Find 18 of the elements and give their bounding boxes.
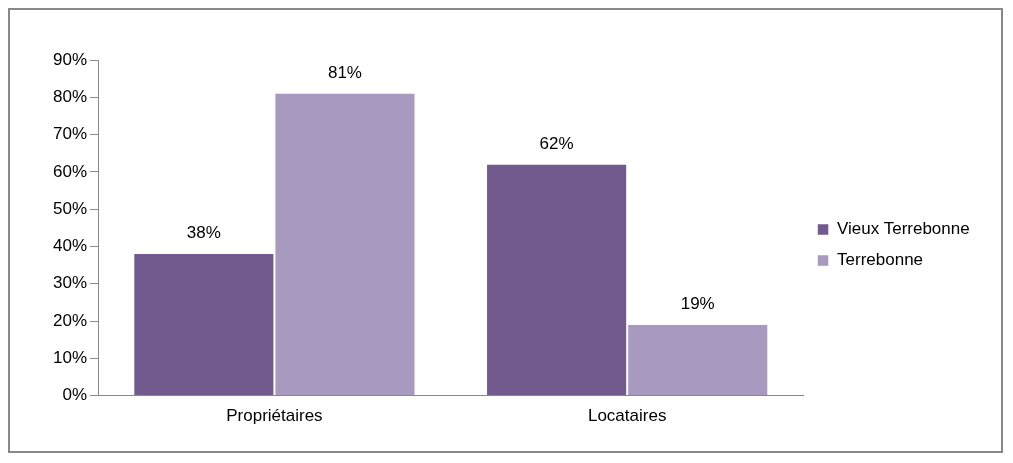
- y-tick-label: 20%: [52, 310, 88, 330]
- y-tick-label: 40%: [52, 236, 88, 256]
- y-tick-label: 60%: [52, 161, 88, 181]
- y-tick-label: 0%: [62, 385, 88, 405]
- y-tick-label: 80%: [52, 86, 88, 106]
- data-label: 19%: [680, 293, 715, 313]
- x-tick-label: Propriétaires: [226, 406, 323, 426]
- x-tick-label: Locataires: [587, 406, 667, 426]
- legend-label: Terrebonne: [837, 250, 924, 270]
- data-label: 81%: [327, 62, 362, 82]
- y-tick-label: 50%: [52, 198, 88, 218]
- y-tick-label: 30%: [52, 273, 88, 293]
- y-tick-label: 70%: [52, 124, 88, 144]
- legend-label: Vieux Terrebonne: [837, 219, 970, 239]
- y-tick-label: 90%: [52, 49, 88, 69]
- data-label: 38%: [186, 223, 221, 243]
- data-label: 62%: [539, 133, 574, 153]
- y-tick-label: 10%: [52, 348, 88, 367]
